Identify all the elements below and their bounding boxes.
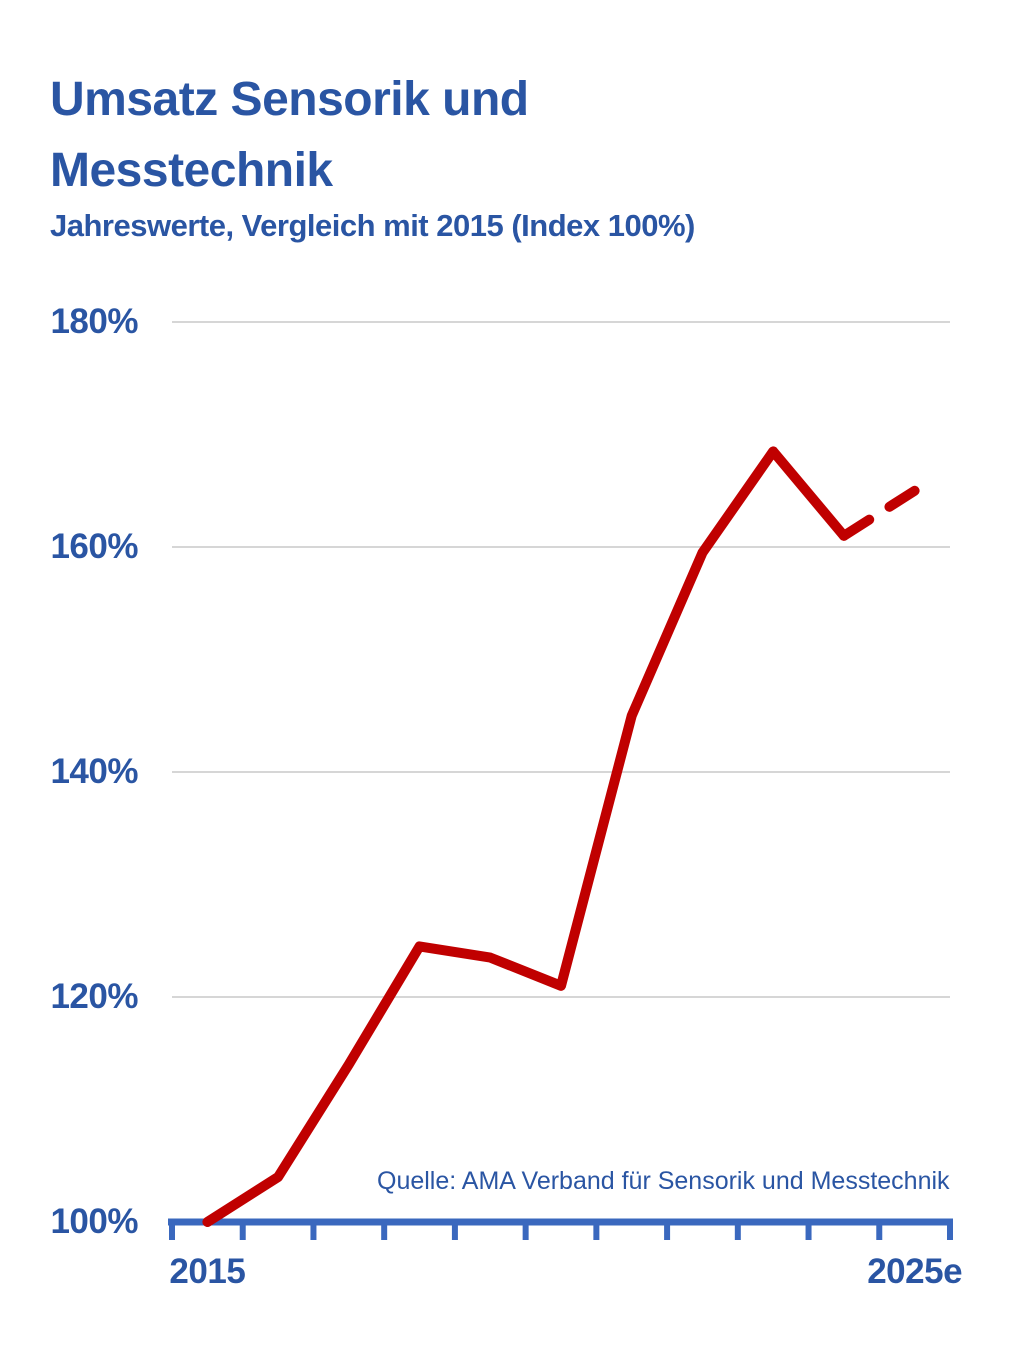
- forecast-dashed-line: [838, 485, 920, 541]
- source-note: Quelle: AMA Verband für Sensorik und Mes…: [377, 1167, 950, 1195]
- y-axis-label-180: 180%: [50, 302, 138, 341]
- revenue-index-line: [202, 446, 849, 1227]
- y-axis-label-160: 160%: [50, 527, 138, 566]
- y-axis-label-120: 120%: [50, 977, 138, 1016]
- y-axis-label-100: 100%: [50, 1202, 138, 1241]
- x-axis-label-2025e: 2025e: [867, 1252, 963, 1291]
- chart-title: Umsatz Sensorik und Messtechnik: [50, 73, 529, 197]
- chart-subtitle: Jahreswerte, Vergleich mit 2015 (Index 1…: [50, 208, 695, 243]
- x-axis-label-2015: 2015: [169, 1252, 246, 1291]
- y-axis-label-140: 140%: [50, 752, 138, 791]
